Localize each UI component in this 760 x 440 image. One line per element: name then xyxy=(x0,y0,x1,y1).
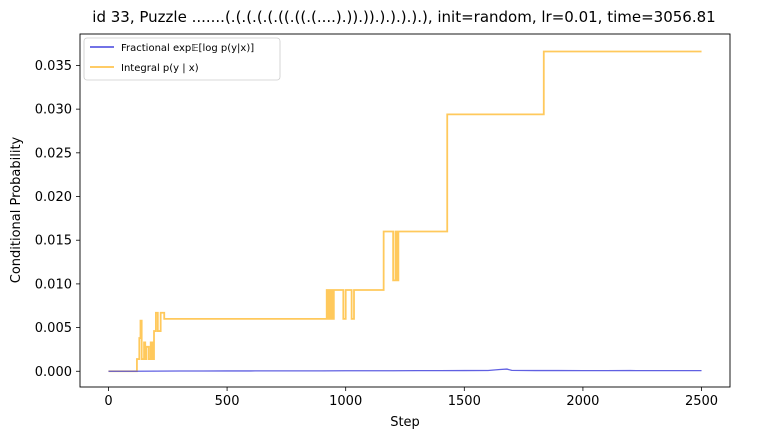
legend-box xyxy=(83,37,281,81)
y-tick-label: 0.015 xyxy=(35,234,72,249)
x-tick-label: 1500 xyxy=(448,394,481,409)
x-tick-label: 2500 xyxy=(685,394,718,409)
y-tick-label: 0.010 xyxy=(35,277,72,292)
y-tick-label: 0.030 xyxy=(35,103,72,118)
series-layer xyxy=(108,50,702,373)
chart-title: id 33, Puzzle .......(.(.(.(.(.((.((.(..… xyxy=(92,8,715,26)
y-tick-label: 0.000 xyxy=(35,365,72,380)
x-tick-label: 2000 xyxy=(566,394,599,409)
x-tick-label: 500 xyxy=(215,394,240,409)
y-tick-label: 0.005 xyxy=(35,321,72,336)
y-tick-label: 0.025 xyxy=(35,146,72,161)
legend-label-fractional: Fractional exp𝔼[log p(y|x)] xyxy=(121,43,254,54)
plot-area xyxy=(80,34,730,387)
series-line-integral xyxy=(108,50,702,373)
y-axis-title: Conditional Probability xyxy=(9,136,24,283)
legend-label-integral: Integral p(y | x) xyxy=(121,63,199,74)
x-tick-label: 1000 xyxy=(329,394,362,409)
series-line-fractional xyxy=(108,368,702,372)
y-tick-label: 0.020 xyxy=(35,190,72,205)
y-tick-label: 0.035 xyxy=(35,59,72,74)
legend: Fractional exp𝔼[log p(y|x)] Integral p(y… xyxy=(83,37,281,81)
x-axis-title: Step xyxy=(390,415,420,430)
x-tick-label: 0 xyxy=(104,394,112,409)
plot-frame xyxy=(79,33,731,388)
axes-layer: 0 500 1000 1500 2000 2500 0.000 0.005 0.010 0.015… xyxy=(35,59,718,409)
